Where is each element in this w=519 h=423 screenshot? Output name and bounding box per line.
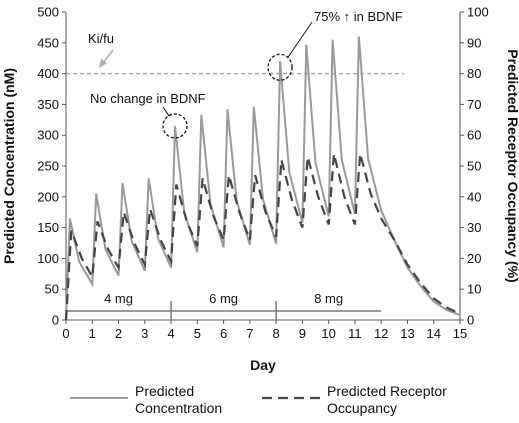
dose-label: 6 mg <box>209 291 238 306</box>
x-tick-label: 0 <box>62 326 69 341</box>
dose-label: 4 mg <box>104 291 133 306</box>
y-tick-right-label: 100 <box>467 5 489 20</box>
y-tick-right-label: 40 <box>467 189 481 204</box>
y-tick-left-label: 350 <box>37 97 59 112</box>
y-tick-right-label: 20 <box>467 251 481 266</box>
y-tick-left-label: 400 <box>37 66 59 81</box>
x-tick-label: 15 <box>453 326 467 341</box>
y-tick-right-label: 30 <box>467 220 481 235</box>
y-tick-right-label: 80 <box>467 66 481 81</box>
series-predicted-receptor-occupancy <box>64 153 461 321</box>
x-tick-label: 3 <box>141 326 148 341</box>
annotation-no-change-in-bdnf: No change in BDNF <box>90 91 206 106</box>
y-tick-left-label: 250 <box>37 159 59 174</box>
y-tick-right-label: 90 <box>467 35 481 50</box>
x-tick-label: 11 <box>348 326 362 341</box>
x-tick-label: 4 <box>167 326 174 341</box>
y-tick-right-label: 60 <box>467 128 481 143</box>
y-tick-left-label: 100 <box>37 251 59 266</box>
y-tick-right-label: 70 <box>467 97 481 112</box>
dose-periods: 4 mg 6 mg 8 mg <box>66 291 382 321</box>
annotation-pointer-bdnf-increase <box>287 21 313 58</box>
y-tick-left-label: 0 <box>52 313 59 328</box>
x-tick-label: 14 <box>426 326 440 341</box>
y-tick-left-label: 200 <box>37 189 59 204</box>
x-tick-label: 7 <box>246 326 253 341</box>
y-tick-right-label: 10 <box>467 282 481 297</box>
annotation-bdnf-increase: 75% ↑ in BDNF <box>314 9 403 24</box>
y-tick-left-label: 50 <box>45 282 59 297</box>
x-ticks: 0 1 2 3 4 5 6 7 8 9 10 11 12 13 14 15 <box>62 320 467 341</box>
annotation-circle-bdnf-increase <box>267 53 293 81</box>
legend-label-occupancy: Predicted Receptor Occupancy <box>327 383 451 416</box>
series-predicted-concentration <box>65 36 461 321</box>
annotation-pointer-no-change <box>162 106 170 117</box>
dose-label: 8 mg <box>314 291 343 306</box>
y-tick-left-label: 300 <box>37 128 59 143</box>
y-tick-left-label: 450 <box>37 35 59 50</box>
y-ticks-right: 0 10 20 30 40 50 60 70 80 90 100 <box>460 5 489 328</box>
x-tick-label: 9 <box>299 326 306 341</box>
x-tick-label: 10 <box>321 326 335 341</box>
ki-fu-label: Ki/fu <box>88 31 114 46</box>
x-axis-title: Day <box>250 357 276 373</box>
x-tick-label: 13 <box>400 326 414 341</box>
x-tick-label: 6 <box>220 326 227 341</box>
legend-label-concentration: Predicted Concentration <box>135 383 222 416</box>
legend: Predicted Concentration Predicted Recept… <box>70 383 451 416</box>
y-axis-right-title: Predicted Receptor Occupancy (%) <box>505 49 519 282</box>
annotation-circle-no-change <box>162 113 188 139</box>
y-tick-left-label: 150 <box>37 220 59 235</box>
y-axis-left-title: Predicted Concentration (nM) <box>1 68 17 264</box>
ki-fu-arrowhead <box>99 59 107 68</box>
y-tick-left-label: 500 <box>37 5 59 20</box>
x-tick-label: 1 <box>89 326 96 341</box>
x-tick-label: 2 <box>115 326 122 341</box>
x-tick-label: 12 <box>374 326 388 341</box>
x-tick-label: 8 <box>273 326 280 341</box>
y-tick-right-label: 0 <box>467 313 474 328</box>
y-tick-right-label: 50 <box>467 159 481 174</box>
x-tick-label: 5 <box>194 326 201 341</box>
y-ticks-left: 0 50 100 150 200 250 300 350 400 450 500 <box>37 5 66 328</box>
